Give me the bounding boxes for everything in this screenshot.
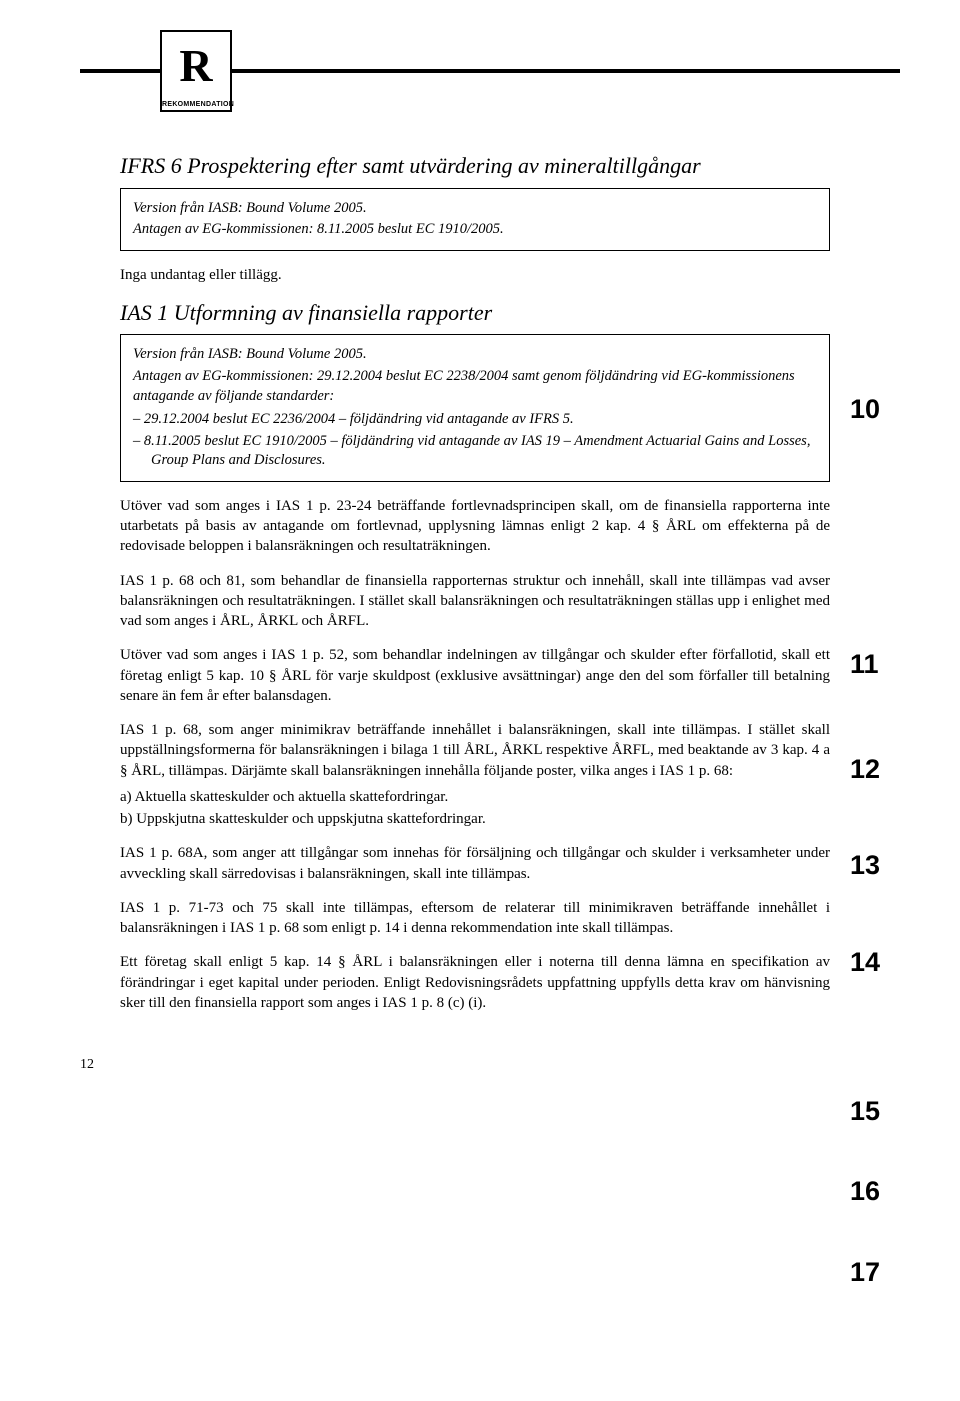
- logo-glyph: R: [162, 32, 230, 100]
- margin-number: 12: [850, 754, 880, 785]
- sublist-item: b) Uppskjutna skatteskulder och uppskjut…: [120, 809, 830, 829]
- info-bullet: 8.11.2005 beslut EC 1910/2005 – följdänd…: [151, 432, 817, 471]
- logo: R REKOMMENDATION: [160, 30, 232, 112]
- margin-number: 13: [850, 850, 880, 881]
- rule-left: [80, 69, 160, 73]
- sublist-item: a) Aktuella skatteskulder och aktuella s…: [120, 787, 830, 807]
- paragraph: Inga undantag eller tillägg.: [120, 265, 830, 285]
- logo-label: REKOMMENDATION: [162, 100, 230, 110]
- rule-right: [232, 69, 900, 73]
- paragraph: Utöver vad som anges i IAS 1 p. 23-24 be…: [120, 496, 830, 557]
- paragraph: Utöver vad som anges i IAS 1 p. 52, som …: [120, 645, 830, 706]
- info-line: Version från IASB: Bound Volume 2005.: [133, 345, 817, 365]
- page-number: 12: [80, 1057, 900, 1073]
- header-rule: R REKOMMENDATION: [80, 30, 900, 112]
- info-box-ias1: Version från IASB: Bound Volume 2005. An…: [120, 334, 830, 481]
- paragraph: IAS 1 p. 68A, som anger att tillgångar s…: [120, 843, 830, 884]
- section-title-ifrs6: IFRS 6 Prospektering efter samt utvärder…: [120, 152, 830, 180]
- margin-number: 17: [850, 1257, 880, 1288]
- paragraph: IAS 1 p. 68, som anger minimikrav beträf…: [120, 720, 830, 781]
- info-bullet: 29.12.2004 beslut EC 2236/2004 – följdän…: [151, 410, 817, 430]
- margin-number: 10: [850, 394, 880, 425]
- section-title-ias1: IAS 1 Utformning av finansiella rapporte…: [120, 299, 830, 327]
- margin-number: 11: [850, 649, 879, 680]
- paragraph: IAS 1 p. 71-73 och 75 skall inte tillämp…: [120, 898, 830, 939]
- margin-number: 16: [850, 1176, 880, 1207]
- info-box-ifrs6: Version från IASB: Bound Volume 2005. An…: [120, 188, 830, 251]
- paragraph: IAS 1 p. 68 och 81, som behandlar de fin…: [120, 571, 830, 632]
- margin-numbers: 1011121314151617: [850, 152, 900, 1027]
- margin-number: 15: [850, 1096, 880, 1127]
- info-line: Antagen av EG-kommissionen: 29.12.2004 b…: [133, 367, 817, 406]
- paragraph: Ett företag skall enligt 5 kap. 14 § ÅRL…: [120, 952, 830, 1013]
- margin-number: 14: [850, 947, 880, 978]
- sublist: a) Aktuella skatteskulder och aktuella s…: [120, 787, 830, 830]
- info-line: Antagen av EG-kommissionen: 8.11.2005 be…: [133, 220, 817, 240]
- info-line: Version från IASB: Bound Volume 2005.: [133, 199, 817, 219]
- main-column: IFRS 6 Prospektering efter samt utvärder…: [80, 152, 830, 1027]
